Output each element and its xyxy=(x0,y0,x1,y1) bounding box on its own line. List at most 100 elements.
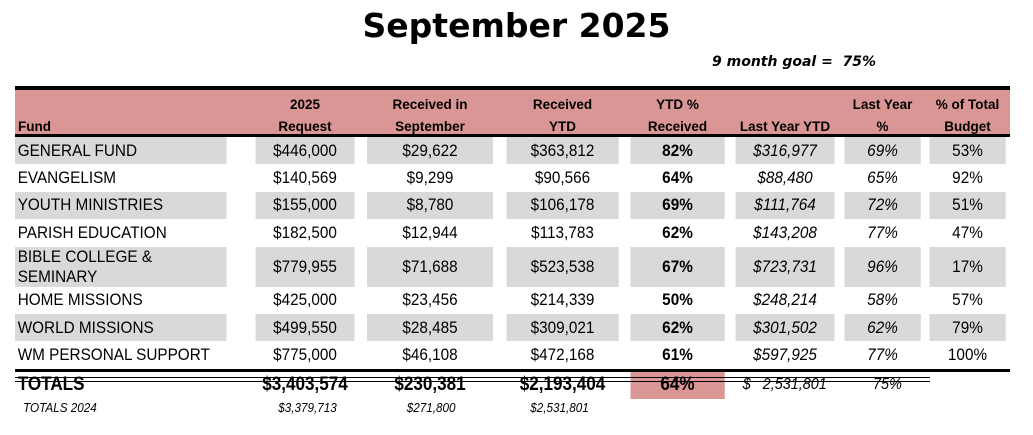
header-last-year-pct: Last Year xyxy=(840,86,925,112)
cell-ytd-pct: 61% xyxy=(662,345,693,365)
fund-table: 2025 Received in Received YTD % Last Year% o… xyxy=(15,86,1010,399)
totals-label: TOTALS xyxy=(15,368,227,399)
table-row: EVANGELISM $140,569 $9,299 $90,566 64% $88,48… xyxy=(15,164,1010,191)
cell-fund: HOME MISSIONS xyxy=(17,290,143,310)
page-title: September 2025 xyxy=(362,6,671,45)
table-row: BIBLE COLLEGE & SEMINARY $779,955 $71,688 $… xyxy=(15,246,1010,287)
cell-september: $23,456 xyxy=(402,290,458,310)
cell-last-year-pct: 72% xyxy=(844,191,921,220)
cell-request: $182,500 xyxy=(273,222,337,242)
header-september: Received in xyxy=(360,86,500,112)
totals-ytd-pct: 64% xyxy=(630,368,725,399)
cell-budget-pct: 53% xyxy=(929,135,1006,165)
cell-last-year-ytd: $88,480 xyxy=(757,168,813,188)
cell-last-year-ytd: $301,502 xyxy=(735,313,835,342)
cell-last-year-pct: 77% xyxy=(867,345,898,365)
cell-september: $12,944 xyxy=(402,222,458,242)
cell-ytd-pct: 82% xyxy=(630,135,725,165)
cell-september: $71,688 xyxy=(367,246,493,287)
cell-september: $29,622 xyxy=(367,135,493,165)
cell-request: $140,569 xyxy=(273,168,337,188)
cell-fund: EVANGELISM xyxy=(17,168,117,188)
cell-ytd-pct: 50% xyxy=(662,290,693,310)
cell-request: $446,000 xyxy=(255,135,355,165)
header-fund: Fund xyxy=(15,112,250,137)
table-row: WM PERSONAL SUPPORT $775,000 $46,108 $472,1… xyxy=(15,341,1010,370)
cell-request: $775,000 xyxy=(273,345,337,365)
double-underline xyxy=(15,377,930,382)
cell-last-year-ytd: $723,731 xyxy=(735,246,835,287)
cell-last-year-pct: 96% xyxy=(844,246,921,287)
goal-note: 9 month goal = 75% xyxy=(712,54,877,70)
cell-september: $8,780 xyxy=(367,191,493,220)
cell-ytd-pct: 64% xyxy=(662,168,693,188)
cell-request: $425,000 xyxy=(273,290,337,310)
cell-budget-pct: 100% xyxy=(947,345,988,365)
cell-fund: WM PERSONAL SUPPORT xyxy=(17,345,210,365)
header-budget-pct: % of Total xyxy=(925,86,1010,112)
header-ytd: YTD xyxy=(500,112,625,137)
cell-ytd: $214,339 xyxy=(530,290,595,310)
cell-last-year-ytd: $597,925 xyxy=(753,345,817,365)
cell-ytd: $90,566 xyxy=(534,168,591,188)
cell-ytd: $113,783 xyxy=(531,222,594,242)
cell-ytd-pct: 69% xyxy=(630,191,725,220)
cell-budget-pct: 57% xyxy=(952,290,983,310)
table-row: WORLD MISSIONS $499,550 $28,485 $309,021 62%… xyxy=(15,313,1010,342)
totals-2024-ytd: $2,531,801 xyxy=(530,400,589,415)
totals-empty xyxy=(929,368,1006,399)
cell-last-year-pct: 62% xyxy=(844,313,921,342)
cell-last-year-pct: 69% xyxy=(844,135,921,165)
cell-fund: PARISH EDUCATION xyxy=(17,222,167,242)
cell-budget-pct: 47% xyxy=(952,222,983,242)
cell-ytd: $363,812 xyxy=(506,135,619,165)
header-budget-pct: Budget xyxy=(925,112,1010,137)
header-ytd: Received xyxy=(500,86,625,112)
cell-ytd-pct: 62% xyxy=(630,313,725,342)
header-last-year-pct: % xyxy=(840,112,925,137)
totals-september: $230,381 xyxy=(367,368,493,399)
cell-ytd-pct: 67% xyxy=(630,246,725,287)
cell-budget-pct: 79% xyxy=(929,313,1006,342)
table-row: PARISH EDUCATION $182,500 $12,944 $113,783 6… xyxy=(15,219,1010,246)
cell-september: $9,299 xyxy=(406,168,454,188)
totals-2024-request: $3,379,713 xyxy=(278,400,337,415)
cell-budget-pct: 92% xyxy=(952,168,983,188)
totals-ytd: $2,193,404 xyxy=(506,368,619,399)
cell-request: $155,000 xyxy=(255,191,355,220)
table-row: HOME MISSIONS $425,000 $23,456 $214,339 50% $… xyxy=(15,287,1010,314)
cell-last-year-ytd: $111,764 xyxy=(735,191,835,220)
cell-request: $499,550 xyxy=(255,313,355,342)
cell-last-year-ytd: $143,208 xyxy=(753,222,817,242)
totals-2024-september: $271,800 xyxy=(406,400,456,415)
header-fund xyxy=(15,86,250,112)
totals-last-year-ytd: $ 2,531,801 xyxy=(735,368,835,399)
totals-row: TOTALS $3,403,574 $230,381 $2,193,404 64% $ 2… xyxy=(15,368,1010,399)
cell-request: $779,955 xyxy=(255,246,355,287)
header-last-year-ytd xyxy=(730,86,840,112)
totals-2024-label: TOTALS 2024 xyxy=(23,400,97,415)
cell-last-year-pct: 65% xyxy=(867,168,898,188)
totals-request: $3,403,574 xyxy=(255,368,355,399)
header-last-year-ytd: Last Year YTD xyxy=(730,112,840,137)
header-request: 2025 xyxy=(250,86,360,112)
table-row: YOUTH MINISTRIES $155,000 $8,780 $106,178 69… xyxy=(15,191,1010,220)
cell-ytd-pct: 62% xyxy=(662,222,693,242)
cell-fund: GENERAL FUND xyxy=(15,135,227,165)
cell-ytd: $106,178 xyxy=(506,191,619,220)
cell-last-year-pct: 77% xyxy=(867,222,898,242)
cell-last-year-ytd: $316,977 xyxy=(735,135,835,165)
cell-ytd: $309,021 xyxy=(506,313,619,342)
cell-fund: BIBLE COLLEGE & SEMINARY xyxy=(15,246,227,287)
header-september: September xyxy=(360,112,500,137)
cell-budget-pct: 17% xyxy=(929,246,1006,287)
cell-budget-pct: 51% xyxy=(929,191,1006,220)
header-request: Request xyxy=(250,112,360,137)
cell-last-year-ytd: $248,214 xyxy=(753,290,817,310)
cell-fund: YOUTH MINISTRIES xyxy=(15,191,227,220)
cell-fund: WORLD MISSIONS xyxy=(15,313,227,342)
cell-september: $46,108 xyxy=(402,345,458,365)
cell-september: $28,485 xyxy=(367,313,493,342)
cell-last-year-pct: 58% xyxy=(867,290,898,310)
cell-ytd: $523,538 xyxy=(506,246,619,287)
